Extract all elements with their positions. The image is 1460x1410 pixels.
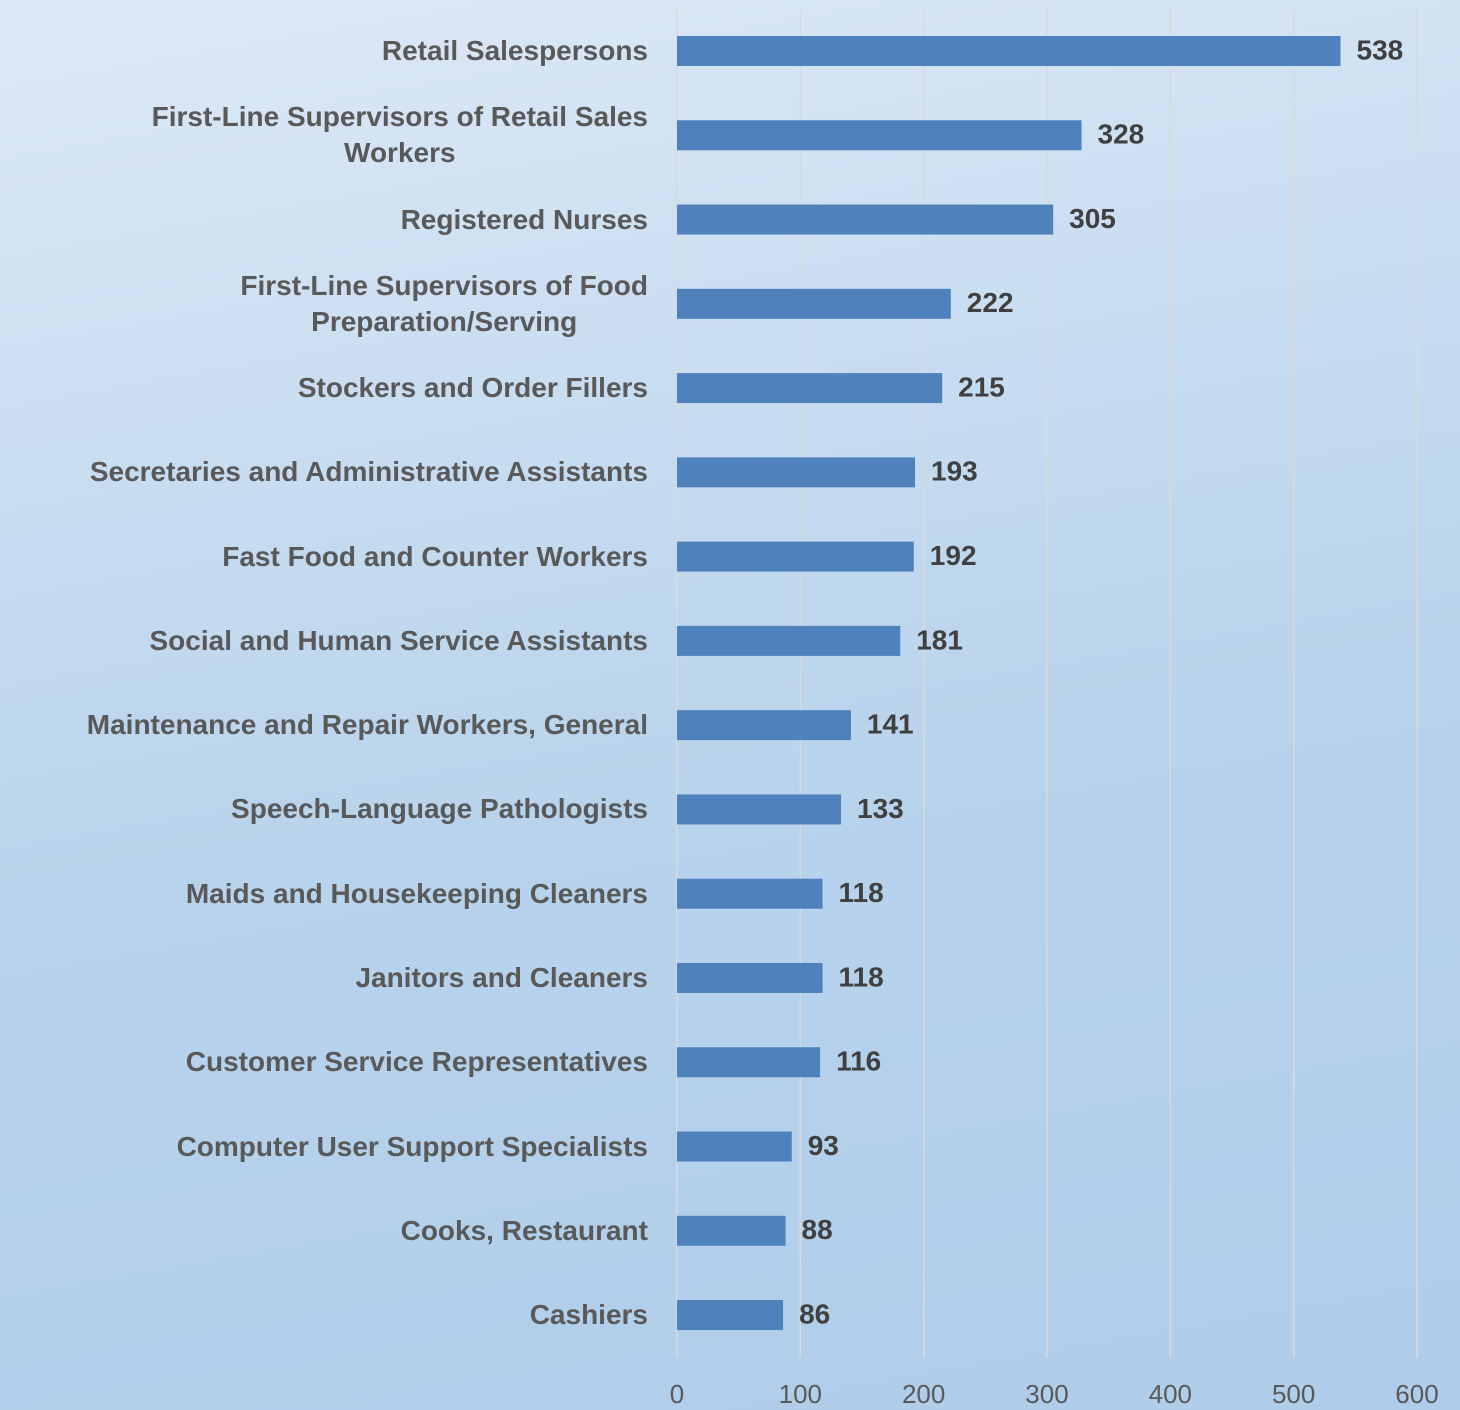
bar: [677, 373, 943, 404]
y-tick-label: Maintenance and Repair Workers, General: [86, 709, 648, 741]
y-tick-label: Secretaries and Administrative Assistant…: [89, 456, 648, 488]
data-label: 116: [836, 1046, 881, 1077]
data-label: 133: [857, 793, 904, 824]
data-label: 118: [839, 877, 884, 908]
data-label: 93: [808, 1130, 839, 1161]
bar: [677, 794, 842, 825]
data-label: 538: [1357, 34, 1404, 65]
y-tick-label: Customer Service Representatives: [185, 1046, 648, 1078]
x-tick-label: 300: [1025, 1379, 1068, 1409]
y-tick-label: Stockers and Order Fillers: [297, 372, 648, 404]
bar: [677, 204, 1054, 235]
y-tick-label: First-Line Supervisors of Retail Sales W…: [151, 101, 648, 169]
bar: [677, 1300, 784, 1331]
data-label: 88: [802, 1214, 833, 1245]
x-tick-label: 0: [670, 1379, 684, 1409]
data-label: 305: [1069, 203, 1116, 234]
data-label: 181: [916, 624, 963, 655]
bar: [677, 625, 901, 656]
y-tick-label: Maids and Housekeeping Cleaners: [185, 877, 648, 909]
bar: [677, 1215, 786, 1246]
bar: [677, 710, 851, 741]
y-tick-label: Computer User Support Specialists: [176, 1130, 648, 1162]
data-label: 86: [799, 1298, 830, 1329]
data-label: 141: [867, 709, 914, 740]
y-tick-label: Cooks, Restaurant: [400, 1214, 648, 1246]
y-tick-label: Janitors and Cleaners: [355, 961, 648, 993]
y-tick-label: Social and Human Service Assistants: [149, 624, 649, 656]
bar: [677, 878, 823, 909]
bar: [677, 36, 1341, 66]
y-tick-label: Fast Food and Counter Workers: [222, 540, 648, 572]
bar: [677, 1131, 792, 1162]
data-label: 192: [930, 540, 977, 571]
data-label: 193: [931, 456, 978, 487]
bar: [677, 541, 914, 572]
y-tick-label: First-Line Supervisors of Food Preparati…: [240, 269, 648, 337]
bar: [677, 962, 823, 993]
x-tick-label: 600: [1395, 1379, 1438, 1409]
y-tick-label: Registered Nurses: [400, 203, 648, 235]
y-tick-label: Cashiers: [529, 1299, 648, 1331]
y-tick-label: Retail Salespersons: [381, 35, 648, 66]
x-tick-label: 200: [902, 1379, 945, 1409]
data-label: 222: [967, 287, 1014, 318]
data-label: 328: [1098, 119, 1145, 150]
x-tick-label: 100: [779, 1379, 822, 1409]
bar: [677, 1047, 821, 1078]
y-tick-label: Speech-Language Pathologists: [231, 793, 648, 825]
data-label: 215: [958, 371, 1005, 402]
x-tick-label: 500: [1272, 1379, 1315, 1409]
bar: [677, 288, 951, 319]
bar: [677, 457, 916, 488]
data-label: 118: [839, 961, 884, 992]
x-tick-label: 400: [1149, 1379, 1192, 1409]
bar: [677, 120, 1082, 151]
